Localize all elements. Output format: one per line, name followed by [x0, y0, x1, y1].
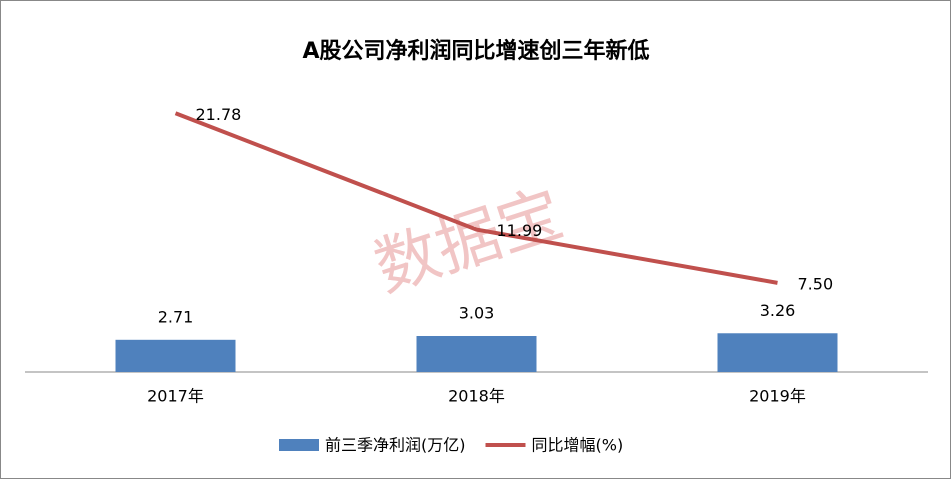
bar [416, 336, 537, 372]
line [174, 111, 778, 285]
line-value-label: 11.99 [497, 221, 543, 240]
line-value-label: 7.50 [798, 274, 834, 293]
chart-title: A股公司净利润同比增速创三年新低 [302, 38, 649, 64]
bar [717, 333, 838, 372]
legend-label: 同比增幅(%) [532, 436, 624, 455]
line-value-label: 21.78 [196, 105, 242, 124]
bar [115, 339, 236, 372]
x-tick-label: 2019年 [749, 387, 806, 406]
bar-value-label: 3.03 [459, 304, 495, 323]
bar-value-label: 2.71 [158, 307, 194, 326]
bar-value-label: 3.26 [760, 301, 796, 320]
legend-swatch [279, 439, 319, 451]
legend-label: 前三季净利润(万亿) [325, 436, 466, 455]
x-tick-label: 2017年 [147, 387, 204, 406]
x-tick-label: 2018年 [448, 387, 505, 406]
